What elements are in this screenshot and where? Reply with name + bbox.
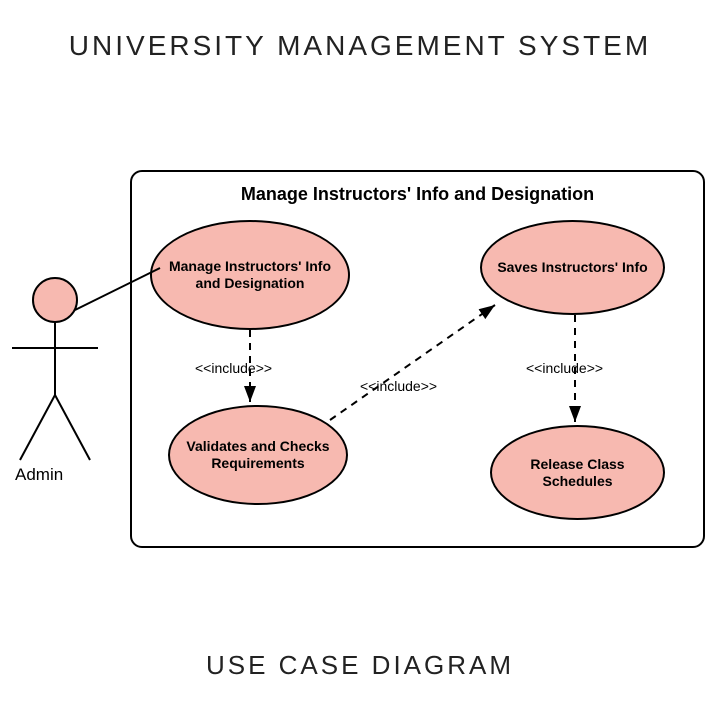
diagram-title: UNIVERSITY MANAGEMENT SYSTEM	[0, 30, 720, 62]
usecase-release-schedules: Release Class Schedules	[490, 425, 665, 520]
edge-label-include-2: <<include>>	[360, 378, 437, 394]
system-boundary-title: Manage Instructors' Info and Designation	[132, 184, 703, 205]
usecase-saves-info: Saves Instructors' Info	[480, 220, 665, 315]
edge-label-include-1: <<include>>	[195, 360, 272, 376]
diagram-subtitle: USE CASE DIAGRAM	[0, 650, 720, 681]
actor-icon	[12, 278, 98, 460]
actor-label: Admin	[15, 465, 63, 485]
usecase-validate: Validates and Checks Requirements	[168, 405, 348, 505]
edge-label-include-3: <<include>>	[526, 360, 603, 376]
usecase-manage-info: Manage Instructors' Info and Designation	[150, 220, 350, 330]
